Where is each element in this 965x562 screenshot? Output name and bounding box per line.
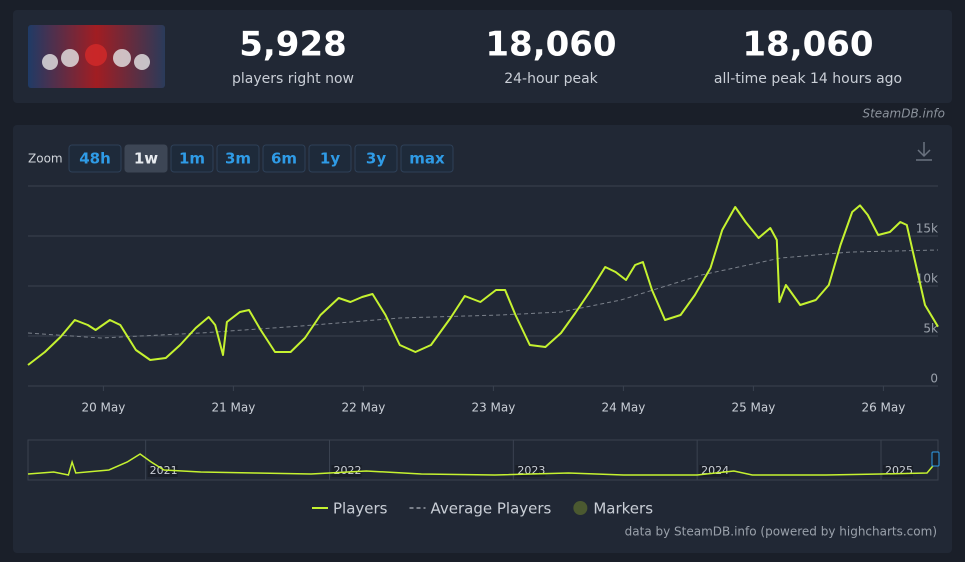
- zoom-button-label[interactable]: 3m: [225, 150, 251, 168]
- credits[interactable]: data by SteamDB.info (powered by highcha…: [625, 525, 937, 539]
- navigator-handle[interactable]: [931, 451, 940, 467]
- x-tick-label: 21 May: [211, 401, 255, 415]
- zoom-button-label[interactable]: 3y: [366, 150, 386, 168]
- y-tick-label: 10k: [916, 272, 938, 286]
- stat-value: 18,060: [485, 25, 616, 65]
- zoom-button[interactable]: [354, 144, 398, 173]
- stat-label: 24-hour peak: [504, 71, 598, 87]
- zoom-button-label[interactable]: 1m: [179, 150, 205, 168]
- zoom-button-label[interactable]: 1y: [320, 150, 340, 168]
- zoom-button[interactable]: [308, 144, 352, 173]
- zoom-button[interactable]: [262, 144, 306, 173]
- zoom-button[interactable]: [68, 144, 122, 173]
- x-tick-label: 20 May: [81, 401, 125, 415]
- chart-panel: [13, 125, 952, 553]
- y-tick-label: 0: [930, 372, 938, 386]
- x-tick-label: 23 May: [471, 401, 515, 415]
- legend-label[interactable]: Average Players: [431, 500, 552, 518]
- navigator-label-bg: [147, 465, 178, 477]
- zoom-button-label[interactable]: 6m: [271, 150, 297, 168]
- stats-panel: [13, 10, 952, 103]
- thumbnail-art: [42, 44, 150, 70]
- zoom-button[interactable]: [124, 144, 168, 173]
- zoom-button-label[interactable]: 48h: [79, 150, 111, 168]
- x-tick-label: 25 May: [731, 401, 775, 415]
- zoom-button[interactable]: [400, 144, 454, 173]
- navigator-tick-label: 2025: [885, 464, 913, 477]
- navigator-label-bg: [331, 465, 362, 477]
- x-tick-label: 24 May: [601, 401, 645, 415]
- legend-label[interactable]: Players: [333, 500, 388, 518]
- y-tick-label: 5k: [923, 322, 938, 336]
- zoom-button[interactable]: [170, 144, 214, 173]
- x-tick-label: 26 May: [861, 401, 905, 415]
- navigator-tick-label: 2022: [333, 464, 361, 477]
- players-line: [27, 204, 939, 366]
- zoom-button-label[interactable]: max: [409, 150, 445, 168]
- download-icon[interactable]: [916, 142, 932, 161]
- stat-label: all-time peak 14 hours ago: [714, 71, 902, 87]
- y-tick-label: 15k: [916, 222, 938, 236]
- stat-value: 5,928: [239, 25, 347, 65]
- stat-value: 18,060: [742, 25, 873, 65]
- source-label: SteamDB.info: [862, 107, 945, 121]
- navigator-line: [27, 453, 939, 476]
- navigator-tick-label: 2024: [701, 464, 729, 477]
- zoom-button-label[interactable]: 1w: [134, 150, 158, 168]
- legend-swatch: [573, 501, 588, 515]
- legend-label[interactable]: Markers: [593, 500, 653, 518]
- navigator-tick-label: 2023: [517, 464, 545, 477]
- zoom-button[interactable]: [216, 144, 260, 173]
- stat-label: players right now: [232, 71, 354, 87]
- x-tick-label: 22 May: [341, 401, 385, 415]
- zoom-label: Zoom: [28, 152, 63, 166]
- average-line: [27, 249, 939, 339]
